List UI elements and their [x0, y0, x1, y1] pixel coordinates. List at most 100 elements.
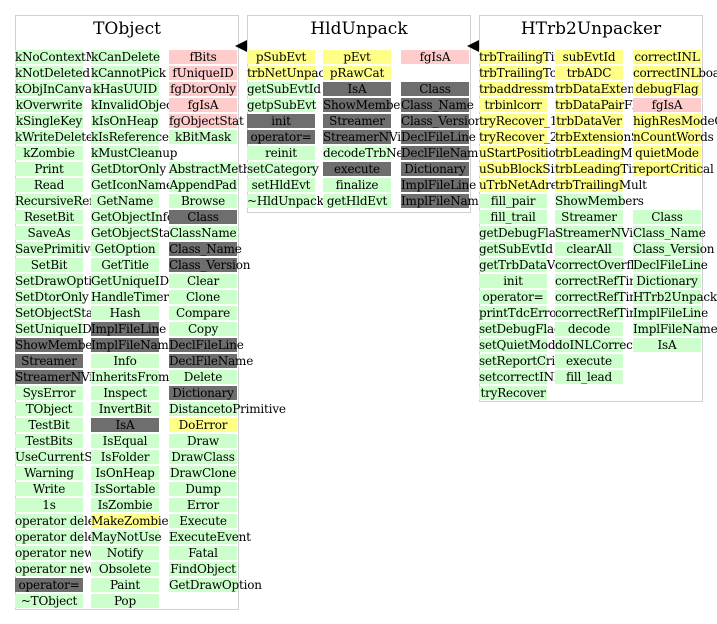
member-setcorrectinl: setcorrectINL — [479, 370, 562, 384]
member-declfileline: DeclFileLine — [633, 258, 708, 272]
member-doinlcorrection: doINLCorrection — [555, 338, 656, 352]
member-fgdtoronly: fgDtorOnly — [169, 82, 237, 96]
member-operator-delete: operator delete[] — [15, 530, 116, 544]
member-correctreftimech127: correctRefTimeCh127 — [555, 290, 686, 304]
member-implfileline: ImplFileLine — [633, 306, 708, 320]
member-trbtrailingtime: trbTrailingTime — [479, 50, 573, 64]
member-getoption: GetOption — [91, 242, 159, 256]
member-tobject: TObject — [15, 402, 83, 416]
member-setdrawoption: SetDrawOption — [15, 274, 107, 288]
member-kobjincanvas: kObjInCanvas — [15, 82, 98, 96]
member-finalize: finalize — [323, 178, 391, 192]
member-setquietmode: setQuietMode — [479, 338, 563, 352]
member-abstractmethod: AbstractMethod — [169, 162, 265, 176]
member-streamernvirtual: StreamerNVirtual — [323, 130, 430, 144]
member-getpsubevt: getpSubEvt — [247, 98, 317, 112]
member-isa: IsA — [323, 82, 391, 96]
member-trbleadingtime: trbLeadingTime — [555, 162, 650, 176]
member-iszombie: IsZombie — [91, 498, 159, 512]
member-pevt: pEvt — [323, 50, 391, 64]
member-fgobjectstat: fgObjectStat — [169, 114, 244, 128]
member-kbitmask: kBitMask — [169, 130, 237, 144]
member-getdtoronly: GetDtorOnly — [91, 162, 166, 176]
member-gettrbdataver: getTrbDataVer — [479, 258, 567, 272]
member-setcategory: setCategory — [247, 162, 319, 176]
member-trbadc: trbADC — [555, 66, 623, 80]
member-declfileline: DeclFileLine — [169, 338, 244, 352]
member-getobjectstat: GetObjectStat — [91, 226, 175, 240]
member-isa: IsA — [91, 418, 159, 432]
member-testbit: TestBit — [15, 418, 83, 432]
empty-cell — [633, 194, 701, 208]
member-streamernvirtual: StreamerNVirtual — [15, 370, 122, 384]
class-title: HldUnpack — [310, 19, 408, 39]
member-trbleadingmult: trbLeadingMult — [555, 146, 649, 160]
member-getdrawoption: GetDrawOption — [169, 578, 262, 592]
member-syserror: SysError — [15, 386, 83, 400]
member-kisreferenced: kIsReferenced — [91, 130, 177, 144]
member-issortable: IsSortable — [91, 482, 159, 496]
member-streamer: Streamer — [555, 210, 623, 224]
member-declfileline: DeclFileLine — [401, 130, 476, 144]
member-gethldevt: getHldEvt — [323, 194, 391, 208]
member-funiqueid: fUniqueID — [169, 66, 237, 80]
member-appendpad: AppendPad — [169, 178, 237, 192]
member-tryrecover: tryRecover — [479, 386, 547, 400]
member-class-name: Class_Name — [633, 226, 706, 240]
member-printtdcerror: printTdcError — [479, 306, 562, 320]
member-dictionary: Dictionary — [401, 162, 469, 176]
member-ncountwords: nCountWords — [633, 130, 714, 144]
member-highresmodeon: highResModeOn — [633, 114, 717, 128]
member-getuniqueid: GetUniqueID — [91, 274, 169, 288]
member-kmustcleanup: kMustCleanup — [91, 146, 178, 160]
member-getname: GetName — [91, 194, 159, 208]
member-class: Class — [169, 210, 237, 224]
member-fill-trail: fill_trail — [479, 210, 547, 224]
inheritance-arrow-icon — [235, 40, 247, 52]
member-subevtid: subEvtId — [555, 50, 623, 64]
member-handletimer: HandleTimer — [91, 290, 169, 304]
member-quietmode: quietMode — [633, 146, 701, 160]
empty-cell — [633, 178, 701, 192]
member-trbtrailingmult: trbTrailingMult — [555, 178, 647, 192]
member-gettitle: GetTitle — [91, 258, 159, 272]
member-correctreftimech: correctRefTimeCh — [555, 274, 664, 288]
member-fgisa: fgIsA — [633, 98, 701, 112]
member-correctoverflow: correctOverflow — [555, 258, 652, 272]
member-isfolder: IsFolder — [91, 450, 159, 464]
member-kzombie: kZombie — [15, 146, 83, 160]
member-maynotuse: MayNotUse — [91, 530, 162, 544]
member-operator: operator= — [15, 578, 83, 592]
member-showmembers: ShowMembers — [555, 194, 644, 208]
member-reportcritical: reportCritical — [633, 162, 714, 176]
member-getdebugflag: getDebugFlag — [479, 226, 564, 240]
member-getsubevtid: getSubEvtId — [247, 82, 321, 96]
member-trbinlcorr: trbinlcorr — [479, 98, 547, 112]
member-fill-lead: fill_lead — [555, 370, 623, 384]
member-testbits: TestBits — [15, 434, 83, 448]
member-recursiveremove: RecursiveRemove — [15, 194, 121, 208]
member-1s: 1s — [15, 498, 83, 512]
member-execute: execute — [323, 162, 391, 176]
member-setbit: SetBit — [15, 258, 83, 272]
member-trbextensionsize: trbExtensionSize — [555, 130, 656, 144]
member-compare: Compare — [169, 306, 237, 320]
member-hash: Hash — [91, 306, 159, 320]
member-setuniqueid: SetUniqueID — [15, 322, 92, 336]
member-pop: Pop — [91, 594, 159, 608]
member-error: Error — [169, 498, 237, 512]
member-clearall: clearAll — [555, 242, 623, 256]
member-declfilename: DeclFileName — [401, 146, 486, 160]
member-class-version: Class_Version — [401, 114, 483, 128]
member-class: Class — [401, 82, 469, 96]
empty-cell — [169, 146, 237, 160]
member-operator-delete: operator delete — [15, 514, 107, 528]
member-class-version: Class_Version — [169, 258, 251, 272]
member-correctinlboard: correctINLboard — [633, 66, 717, 80]
member-saveas: SaveAs — [15, 226, 83, 240]
member-isa: IsA — [633, 338, 701, 352]
member-clear: Clear — [169, 274, 237, 288]
member-operator-new: operator new — [15, 546, 95, 560]
member-tobject: ~TObject — [15, 594, 83, 608]
member-classname: ClassName — [169, 226, 237, 240]
